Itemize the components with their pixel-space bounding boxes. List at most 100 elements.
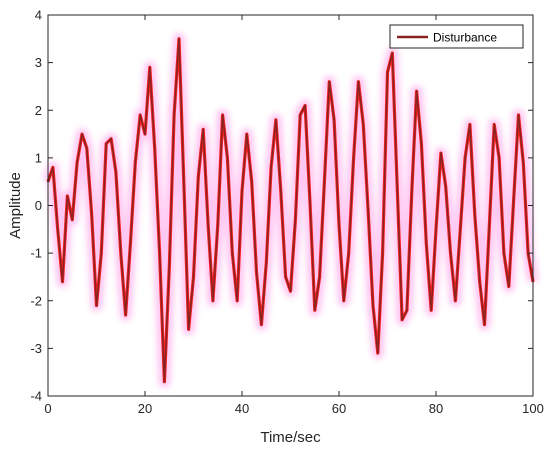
data-point <box>415 90 418 93</box>
data-point <box>168 266 171 269</box>
data-point <box>115 171 117 174</box>
data-point <box>430 309 433 312</box>
data-point <box>507 285 510 288</box>
data-point <box>216 223 219 226</box>
y-axis-label: Amplitude <box>7 172 24 239</box>
data-point <box>410 190 413 193</box>
axes <box>47 14 534 397</box>
data-point <box>517 114 520 116</box>
data-point <box>52 166 54 169</box>
data-point <box>124 314 127 316</box>
data-point <box>250 180 253 183</box>
data-point <box>512 199 515 202</box>
data-point <box>435 228 437 231</box>
data-point <box>522 161 525 164</box>
data-point <box>420 142 423 145</box>
data-point <box>134 161 137 164</box>
data-point <box>100 252 103 255</box>
data-point <box>376 352 379 354</box>
data-point <box>129 242 132 245</box>
data-point <box>338 223 340 226</box>
data-point <box>396 185 399 188</box>
data-point <box>110 137 112 140</box>
data-point <box>372 304 374 307</box>
data-point <box>294 218 297 221</box>
data-point <box>449 252 452 255</box>
data-point <box>323 180 326 183</box>
data-point <box>212 299 214 302</box>
data-point <box>309 199 311 202</box>
data-point <box>236 299 239 302</box>
y-tick-label: 3 <box>35 55 42 70</box>
data-point <box>163 380 166 383</box>
legend-label: Disturbance <box>433 31 497 45</box>
data-point <box>226 157 229 159</box>
tick-labels: 0 20 40 60 80 100 4 3 2 1 0 -1 -2 -3 -4 <box>30 8 543 417</box>
y-tick-label: -3 <box>30 341 42 356</box>
data-point <box>498 157 500 159</box>
data-point <box>241 190 243 193</box>
y-tick-label: 0 <box>35 198 42 213</box>
x-tick-label: 40 <box>235 401 249 416</box>
data-point <box>61 280 64 283</box>
x-tick-label: 80 <box>429 401 443 416</box>
data-point <box>202 128 205 131</box>
data-point <box>265 261 268 264</box>
data-point <box>139 114 142 116</box>
y-tick-label: 4 <box>35 8 42 23</box>
data-point <box>95 304 98 307</box>
data-point <box>473 214 476 216</box>
data-point <box>318 276 321 278</box>
x-tick-label: 100 <box>522 401 544 416</box>
data-point <box>425 242 428 245</box>
series-layer <box>42 32 539 388</box>
data-point <box>313 309 316 312</box>
data-point <box>352 157 355 159</box>
data-point <box>347 252 350 255</box>
data-point <box>207 223 210 226</box>
data-point <box>488 223 491 226</box>
data-point <box>406 309 408 312</box>
data-point <box>464 157 466 159</box>
data-point <box>279 190 282 193</box>
data-point <box>144 133 146 136</box>
y-tick-label: 2 <box>35 103 42 118</box>
data-point <box>401 318 403 321</box>
data-point <box>66 195 69 197</box>
data-point <box>440 152 442 155</box>
data-point <box>105 142 108 145</box>
data-point <box>255 271 258 274</box>
data-point <box>342 299 345 302</box>
data-point <box>328 80 331 83</box>
data-point <box>381 252 384 255</box>
data-point <box>284 276 287 278</box>
data-point <box>192 276 195 278</box>
data-point <box>81 133 83 136</box>
data-point <box>469 123 471 126</box>
data-point <box>56 228 59 231</box>
data-point <box>304 104 306 107</box>
data-point <box>275 118 277 121</box>
data-point <box>197 176 200 178</box>
legend: Disturbance <box>389 24 524 49</box>
legend-box <box>389 24 524 49</box>
data-point <box>391 52 394 54</box>
data-point <box>148 66 151 69</box>
x-tick-label: 20 <box>138 401 152 416</box>
data-point <box>478 280 481 283</box>
data-point <box>173 114 176 116</box>
data-point <box>503 252 505 255</box>
data-point <box>270 166 272 169</box>
data-point <box>71 218 74 221</box>
data-point <box>158 252 161 255</box>
data-point <box>187 328 190 331</box>
data-point <box>367 209 369 212</box>
y-tick-label: -1 <box>30 246 42 261</box>
x-axis-label: Time/sec <box>260 429 321 446</box>
data-point <box>357 80 360 83</box>
data-point <box>178 37 180 40</box>
data-point <box>289 290 292 293</box>
y-tick-label: 1 <box>35 150 42 165</box>
data-point <box>260 323 263 326</box>
